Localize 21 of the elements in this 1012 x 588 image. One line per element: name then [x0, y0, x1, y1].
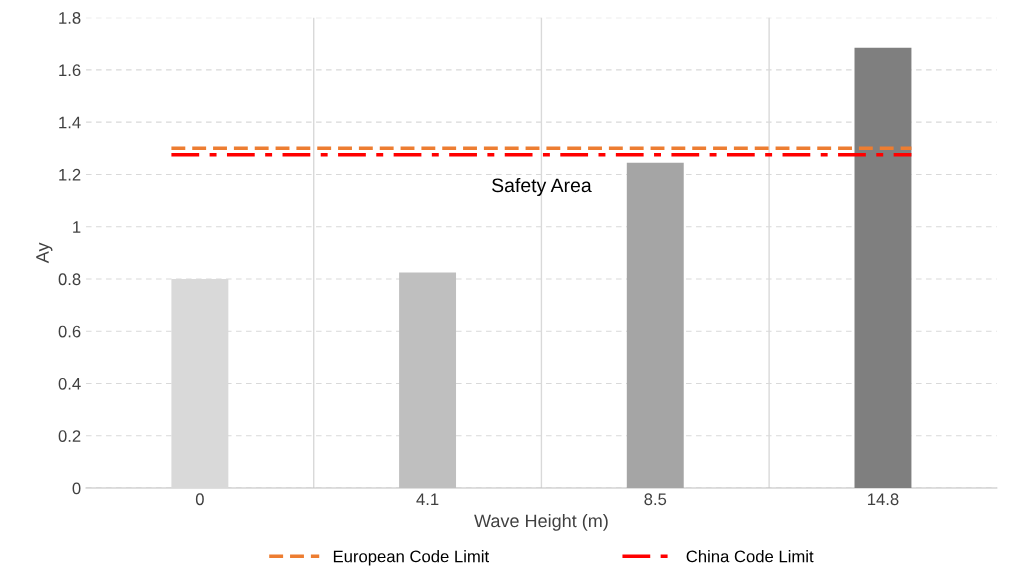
annotation: Safety Area — [492, 177, 592, 197]
x-tick-label: 8.5 — [644, 493, 667, 506]
x-axis-title: Wave Height (m) — [474, 513, 608, 531]
y-tick-label: 1 — [73, 221, 81, 233]
y-axis-title: Ay — [36, 242, 53, 264]
y-tick-label: 0 — [72, 482, 81, 495]
bar — [626, 162, 684, 489]
x-tick-label: 0 — [195, 493, 204, 506]
y-tick-label: 1.8 — [59, 12, 81, 24]
y-tick-label: 0.4 — [58, 377, 81, 390]
y-tick-label: 1.2 — [59, 168, 81, 181]
y-tick-label: 0.2 — [58, 430, 81, 442]
y-tick-label: 1.6 — [59, 64, 81, 77]
legend-label: European Code Limit — [333, 550, 490, 566]
y-tick-label: 0.8 — [58, 273, 81, 286]
x-tick-label: 14.8 — [868, 493, 899, 506]
y-tick-label: 1.4 — [59, 116, 81, 129]
y-tick-label: 0.6 — [58, 325, 81, 338]
legend-label: China Code Limit — [686, 550, 814, 563]
bar — [854, 47, 912, 489]
x-tick-label: 4.1 — [416, 493, 439, 505]
